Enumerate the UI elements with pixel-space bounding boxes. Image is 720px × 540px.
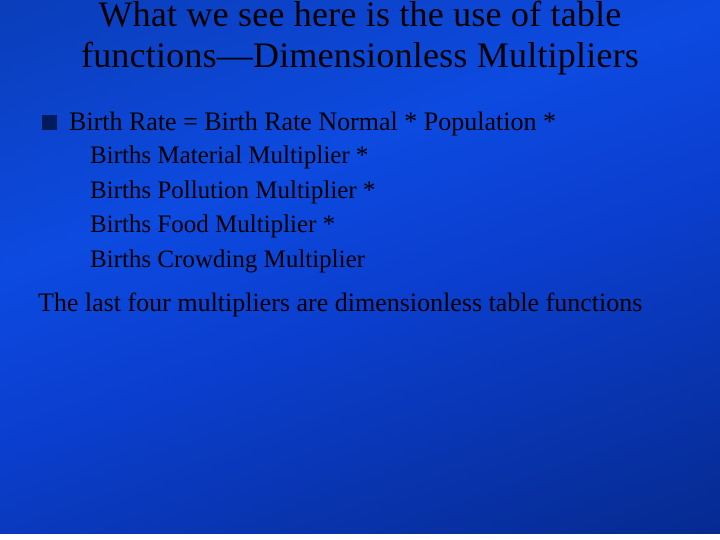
square-bullet-icon [42,115,57,130]
bullet-subline: Births Material Multiplier * [90,140,684,173]
bullet-subline: Births Pollution Multiplier * [90,175,684,208]
bullet-subline: Births Food Multiplier * [90,209,684,242]
closing-text: The last four multipliers are dimensionl… [38,286,684,319]
slide-body: Birth Rate = Birth Rate Normal * Populat… [36,105,684,320]
slide: What we see here is the use of table fun… [0,0,720,534]
slide-title: What we see here is the use of table fun… [36,0,684,77]
bullet-subline: Births Crowding Multiplier [90,244,684,277]
bullet-item: Birth Rate = Birth Rate Normal * Populat… [42,105,684,138]
bullet-lead-text: Birth Rate = Birth Rate Normal * Populat… [69,105,684,138]
